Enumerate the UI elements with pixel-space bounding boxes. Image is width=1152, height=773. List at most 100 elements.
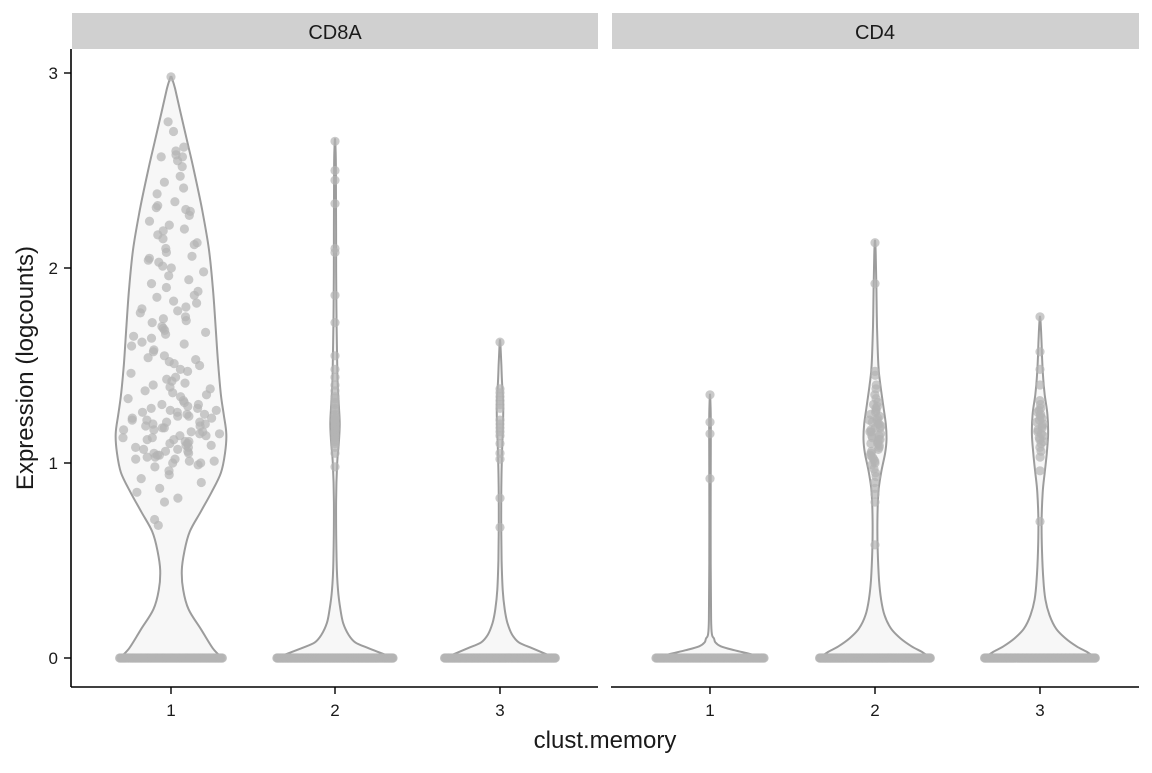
point-cd8a-cluster-1 bbox=[214, 429, 225, 439]
point-cd8a-cluster-1 bbox=[148, 380, 158, 390]
point-cd8a-cluster-1 bbox=[164, 220, 174, 230]
point-cd8a-cluster-1 bbox=[183, 366, 193, 376]
point-cd8a-cluster-1 bbox=[161, 247, 171, 257]
point-cd8a-cluster-1 bbox=[189, 290, 199, 300]
point-cd8a-cluster-1 bbox=[144, 216, 155, 226]
point-cd8a-cluster-1 bbox=[137, 337, 147, 347]
point-cd8a-cluster-1 bbox=[156, 152, 166, 162]
point-cd8a-cluster-1 bbox=[207, 413, 217, 423]
point-cd8a-cluster-2 bbox=[330, 448, 340, 458]
point-cd4-cluster-2 bbox=[870, 497, 880, 507]
x-ticks: 1 2 3 1 2 3 bbox=[166, 687, 1045, 720]
point-cd8a-cluster-2 bbox=[388, 653, 398, 663]
point-cd8a-cluster-1 bbox=[137, 407, 148, 417]
point-cd8a-cluster-1 bbox=[150, 452, 160, 462]
point-cd8a-cluster-1 bbox=[139, 444, 149, 454]
point-cd8a-cluster-1 bbox=[193, 403, 203, 413]
point-cd8a-cluster-1 bbox=[161, 282, 171, 293]
point-cd8a-cluster-3 bbox=[495, 438, 505, 449]
facet-strip-cd4 bbox=[612, 13, 1139, 49]
point-cd8a-cluster-1 bbox=[179, 142, 189, 152]
point-cd8a-cluster-1 bbox=[180, 378, 190, 388]
point-cd8a-cluster-1 bbox=[195, 360, 205, 371]
point-cd4-cluster-3 bbox=[1035, 466, 1045, 476]
point-cd8a-cluster-1 bbox=[196, 477, 206, 488]
point-cd8a-cluster-1 bbox=[181, 302, 191, 312]
point-cd8a-cluster-1 bbox=[201, 327, 211, 337]
point-cd8a-cluster-1 bbox=[146, 403, 156, 413]
point-cd8a-cluster-1 bbox=[175, 364, 185, 374]
point-cd8a-cluster-1 bbox=[165, 438, 175, 449]
point-cd4-cluster-1 bbox=[705, 417, 715, 427]
x-tick-label: 2 bbox=[870, 701, 879, 720]
point-cd8a-cluster-1 bbox=[164, 470, 174, 480]
point-cd8a-cluster-1 bbox=[148, 347, 158, 357]
point-cd8a-cluster-1 bbox=[131, 454, 141, 464]
point-cd4-cluster-2 bbox=[870, 370, 880, 380]
point-cd4-cluster-3 bbox=[1035, 364, 1045, 374]
point-cd8a-cluster-1 bbox=[158, 261, 168, 271]
x-tick-label: 3 bbox=[1035, 701, 1044, 720]
x-axis-title: clust.memory bbox=[534, 727, 677, 754]
point-cd8a-cluster-1 bbox=[177, 162, 187, 172]
point-cd4-cluster-3 bbox=[1035, 347, 1045, 357]
point-cd8a-cluster-2 bbox=[330, 199, 340, 209]
point-cd8a-cluster-1 bbox=[187, 251, 197, 261]
point-cd8a-cluster-2 bbox=[330, 290, 340, 300]
violins-layer bbox=[114, 75, 1099, 659]
y-tick-label: 3 bbox=[49, 64, 58, 83]
point-cd8a-cluster-3 bbox=[550, 653, 560, 663]
point-cd8a-cluster-1 bbox=[159, 177, 169, 187]
x-tick-label: 3 bbox=[495, 701, 504, 720]
point-cd8a-cluster-1 bbox=[153, 520, 163, 531]
point-cd8a-cluster-1 bbox=[159, 423, 169, 433]
point-cd8a-cluster-1 bbox=[168, 388, 178, 398]
point-cd8a-cluster-1 bbox=[152, 292, 162, 302]
point-cd8a-cluster-2 bbox=[330, 364, 340, 374]
point-cd4-cluster-1 bbox=[705, 474, 715, 484]
point-cd8a-cluster-1 bbox=[184, 210, 194, 220]
y-tick-label: 0 bbox=[49, 649, 58, 668]
x-tick-label: 1 bbox=[705, 701, 714, 720]
point-cd4-cluster-2 bbox=[870, 489, 880, 499]
point-cd4-cluster-2 bbox=[870, 238, 880, 248]
point-cd8a-cluster-1 bbox=[179, 339, 189, 349]
point-cd8a-cluster-1 bbox=[127, 415, 137, 425]
point-cd4-cluster-1 bbox=[705, 429, 715, 439]
point-cd8a-cluster-1 bbox=[165, 405, 175, 415]
point-cd8a-cluster-1 bbox=[166, 263, 176, 273]
facet-strip-cd8a bbox=[72, 13, 598, 49]
point-cd4-cluster-3 bbox=[1035, 380, 1045, 390]
point-cd4-cluster-1 bbox=[759, 653, 769, 663]
point-cd8a-cluster-1 bbox=[140, 386, 150, 396]
point-cd8a-cluster-3 bbox=[495, 403, 505, 413]
point-cd8a-cluster-1 bbox=[143, 353, 153, 363]
point-cd8a-cluster-1 bbox=[151, 203, 161, 213]
point-cd8a-cluster-1 bbox=[181, 316, 191, 326]
point-cd4-cluster-3 bbox=[1090, 653, 1100, 663]
point-cd8a-cluster-1 bbox=[146, 333, 157, 343]
point-cd4-cluster-2 bbox=[866, 438, 876, 449]
point-cd8a-cluster-1 bbox=[184, 456, 194, 466]
point-cd4-cluster-1 bbox=[705, 390, 715, 400]
point-cd8a-cluster-1 bbox=[199, 409, 210, 419]
point-cd8a-cluster-2 bbox=[330, 165, 340, 176]
point-cd8a-cluster-1 bbox=[123, 394, 133, 404]
point-cd8a-cluster-1 bbox=[149, 425, 159, 435]
point-cd8a-cluster-1 bbox=[157, 399, 167, 410]
point-cd8a-cluster-1 bbox=[209, 456, 219, 466]
point-cd8a-cluster-1 bbox=[173, 444, 183, 454]
point-cd8a-cluster-1 bbox=[152, 189, 162, 199]
points-layer bbox=[115, 72, 1100, 663]
point-cd8a-cluster-1 bbox=[147, 318, 157, 328]
point-cd8a-cluster-1 bbox=[135, 308, 145, 318]
point-cd8a-cluster-3 bbox=[495, 337, 505, 347]
x-tick-label: 1 bbox=[166, 701, 175, 720]
point-cd8a-cluster-1 bbox=[211, 405, 221, 415]
point-cd8a-cluster-1 bbox=[158, 314, 168, 324]
y-tick-label: 1 bbox=[49, 454, 58, 473]
point-cd8a-cluster-1 bbox=[179, 183, 189, 193]
point-cd4-cluster-3 bbox=[1035, 452, 1045, 462]
point-cd8a-cluster-1 bbox=[141, 421, 151, 431]
